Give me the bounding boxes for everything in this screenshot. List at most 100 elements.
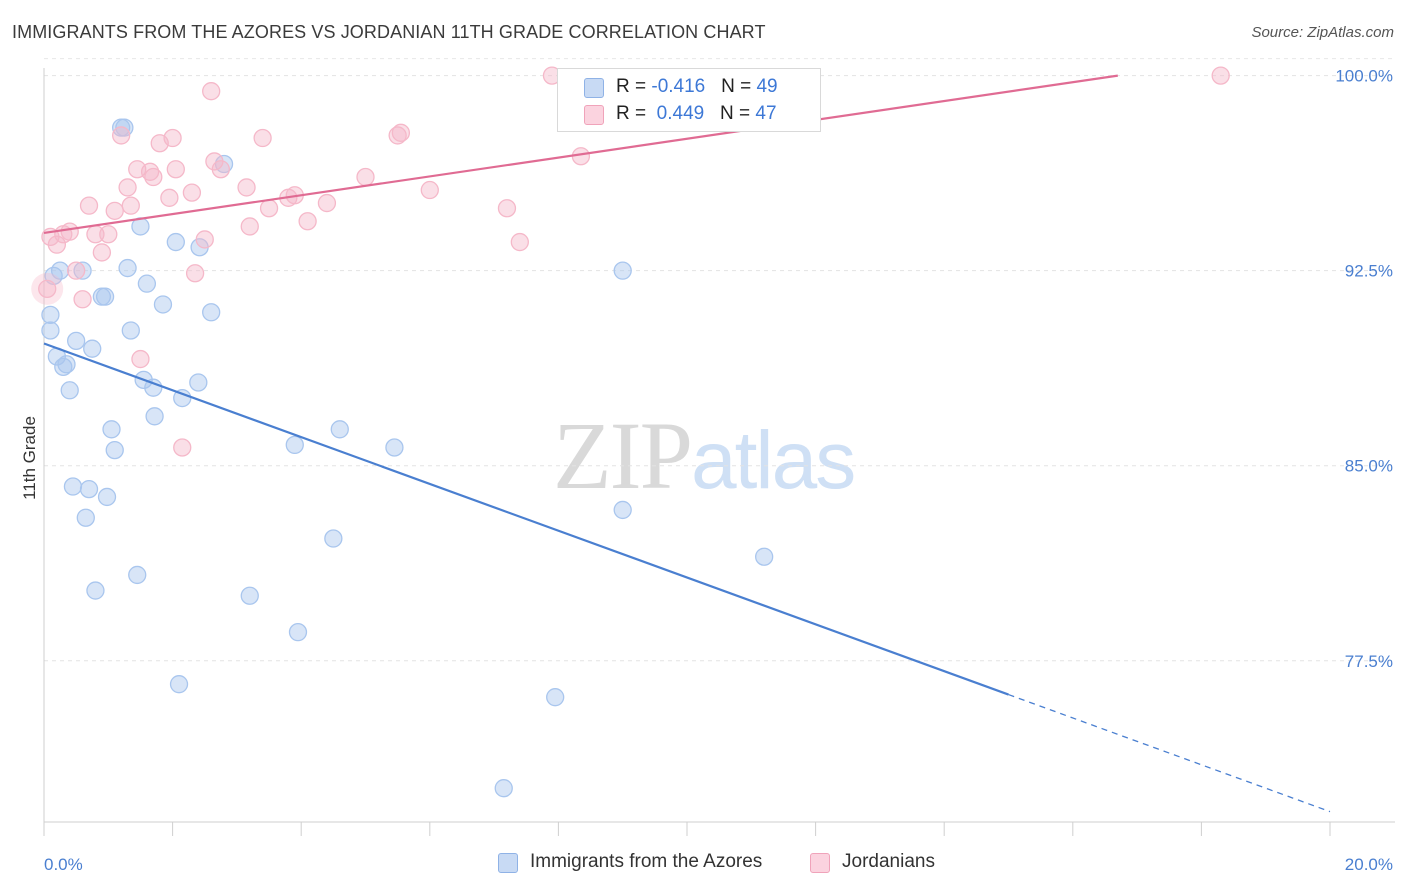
watermark-zip: ZIP <box>553 402 693 509</box>
point-azores <box>613 261 632 280</box>
point-azores <box>494 779 513 798</box>
point-azores <box>54 357 73 377</box>
legend-stats-jordanians: R = 0.449 N = 47 <box>616 103 777 124</box>
y-tick-label: 100.0% <box>1335 67 1393 86</box>
point-azores <box>385 438 404 457</box>
point-jordanians <box>253 128 272 148</box>
point-azores <box>240 586 259 605</box>
watermark-atlas: atlas <box>691 415 856 506</box>
point-azores <box>145 407 164 426</box>
point-jordanians <box>182 183 202 202</box>
point-azores <box>189 373 208 392</box>
point-azores <box>546 688 565 707</box>
point-azores <box>330 420 349 439</box>
series-legend: Immigrants from the Azores Jordanians <box>0 850 1406 878</box>
point-jordanians <box>202 82 221 101</box>
point-jordanians <box>1211 66 1230 85</box>
correlation-legend: R = -0.416 N = 49 R = 0.449 N = 47 <box>557 68 821 132</box>
point-jordanians <box>259 199 279 218</box>
trendline-azores <box>43 342 1009 696</box>
point-jordanians <box>105 201 124 220</box>
point-jordanians <box>47 235 67 254</box>
point-jordanians <box>388 126 407 145</box>
point-azores <box>202 303 221 322</box>
x-tick-label: 0.0% <box>44 855 83 874</box>
point-azores <box>41 305 60 325</box>
point-jordanians <box>497 199 517 218</box>
series-label-azores: Immigrants from the Azores <box>530 851 763 872</box>
point-azores <box>755 547 774 566</box>
point-jordanians <box>31 272 64 305</box>
point-jordanians <box>112 126 131 145</box>
point-azores <box>173 388 192 408</box>
point-jordanians <box>356 167 375 187</box>
point-jordanians <box>60 222 79 241</box>
point-azores <box>63 477 83 496</box>
point-azores <box>288 623 308 642</box>
point-azores <box>60 381 79 400</box>
point-jordanians <box>160 188 179 207</box>
point-azores <box>102 420 121 439</box>
point-azores <box>83 339 102 358</box>
point-jordanians <box>317 193 337 213</box>
point-jordanians <box>211 160 230 179</box>
point-jordanians <box>67 261 86 280</box>
point-azores <box>50 261 70 280</box>
point-azores <box>128 565 147 585</box>
y-tick-label: 85.0% <box>1345 457 1393 476</box>
point-azores <box>95 287 115 306</box>
point-jordanians <box>166 160 185 179</box>
point-azores <box>121 321 140 340</box>
point-jordanians <box>173 438 192 457</box>
point-azores <box>79 479 99 499</box>
point-azores <box>105 440 124 460</box>
point-jordanians <box>420 180 439 200</box>
point-azores <box>41 321 60 340</box>
zipatlas-watermark: ZIPatlas <box>553 400 856 511</box>
point-azores <box>73 261 92 280</box>
point-jordanians <box>237 178 256 197</box>
y-tick-label: 92.5% <box>1345 262 1393 281</box>
point-jordanians <box>144 167 163 187</box>
point-jordanians <box>240 217 259 236</box>
point-jordanians <box>163 128 182 148</box>
chart-source: Source: ZipAtlas.com <box>1251 24 1394 41</box>
point-jordanians <box>99 225 118 244</box>
point-azores <box>86 581 105 600</box>
point-jordanians <box>185 264 205 283</box>
point-jordanians <box>510 232 529 252</box>
point-azores <box>285 435 304 455</box>
point-jordanians <box>121 196 140 215</box>
point-jordanians <box>298 212 317 231</box>
point-azores <box>118 258 137 278</box>
x-tick-label: 20.0% <box>1345 855 1393 874</box>
trendline-jordanians <box>43 74 1118 235</box>
point-jordanians <box>140 162 160 181</box>
point-jordanians <box>79 196 99 215</box>
point-jordanians <box>391 123 411 142</box>
point-azores <box>613 500 632 520</box>
point-azores <box>166 232 185 252</box>
point-azores <box>76 508 95 527</box>
point-azores <box>144 378 163 397</box>
point-jordanians <box>131 349 150 369</box>
point-jordanians <box>92 243 112 262</box>
point-jordanians <box>38 279 57 299</box>
point-azores <box>153 295 173 314</box>
point-azores <box>57 355 76 374</box>
point-azores <box>67 331 86 351</box>
legend-stats-azores: R = -0.416 N = 49 <box>616 76 778 97</box>
series-swatch-jordanians <box>810 853 830 873</box>
point-azores <box>137 274 157 293</box>
point-azores <box>97 487 117 507</box>
series-swatch-azores <box>498 853 518 873</box>
point-azores <box>169 675 189 694</box>
legend-swatch-jordanians <box>584 105 604 125</box>
chart-title: IMMIGRANTS FROM THE AZORES VS JORDANIAN … <box>12 22 766 42</box>
point-jordanians <box>118 178 137 197</box>
y-tick-label: 77.5% <box>1345 652 1393 671</box>
point-jordanians <box>195 230 214 249</box>
y-axis-title: 11th Grade <box>20 416 39 500</box>
point-azores <box>324 529 343 548</box>
